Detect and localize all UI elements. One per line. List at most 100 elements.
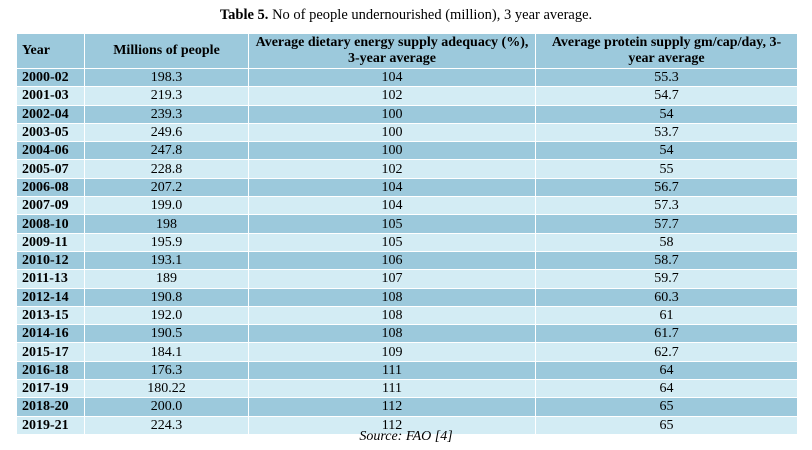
protein-supply-cell: 54.7 — [535, 86, 798, 106]
year-cell: 2018-20 — [16, 397, 85, 417]
millions-cell: 249.6 — [84, 122, 249, 143]
year-cell: 2012-14 — [16, 287, 85, 307]
protein-supply-cell: 64 — [535, 360, 798, 381]
year-cell: 2007-09 — [16, 196, 85, 216]
table-row: 2013-15 192.0 108 61 — [16, 305, 798, 326]
protein-supply-cell: 58 — [535, 232, 798, 252]
protein-supply-cell: 60.3 — [535, 287, 798, 307]
energy-adequacy-cell: 104 — [248, 67, 536, 88]
year-cell: 2001-03 — [16, 86, 85, 106]
column-header-protein-supply: Average protein supply gm/cap/day, 3-yea… — [535, 33, 798, 69]
table-row: 2008-10 198 105 57.7 — [16, 214, 798, 234]
millions-cell: 207.2 — [84, 177, 249, 198]
table-row: 2003-05 249.6 100 53.7 — [16, 122, 798, 143]
table-body: 2000-02 198.3 104 55.3 2001-03 219.3 102 54.7 20… — [16, 67, 798, 435]
energy-adequacy-cell: 102 — [248, 86, 536, 106]
millions-cell: 184.1 — [84, 342, 249, 362]
energy-adequacy-cell: 100 — [248, 141, 536, 161]
millions-cell: 193.1 — [84, 250, 249, 271]
protein-supply-cell: 53.7 — [535, 122, 798, 143]
column-header-year: Year — [16, 33, 85, 69]
table-row: 2017-19 180.22 111 64 — [16, 379, 798, 399]
table-row: 2009-11 195.9 105 58 — [16, 232, 798, 252]
millions-cell: 190.5 — [84, 324, 249, 344]
table-source: Source: FAO [4] — [359, 429, 453, 444]
table-row: 2000-02 198.3 104 55.3 — [16, 67, 798, 88]
millions-cell: 176.3 — [84, 360, 249, 381]
protein-supply-cell: 55 — [535, 159, 798, 179]
protein-supply-cell: 58.7 — [535, 250, 798, 271]
year-cell: 2002-04 — [16, 104, 85, 124]
year-cell: 2015-17 — [16, 342, 85, 362]
energy-adequacy-cell: 112 — [248, 415, 536, 435]
millions-cell: 219.3 — [84, 86, 249, 106]
table-row: 2007-09 199.0 104 57.3 — [16, 196, 798, 216]
energy-adequacy-cell: 108 — [248, 305, 536, 326]
year-cell: 2006-08 — [16, 177, 85, 198]
millions-cell: 198.3 — [84, 67, 249, 88]
table-row: 2004-06 247.8 100 54 — [16, 141, 798, 161]
year-cell: 2017-19 — [16, 379, 85, 399]
table-row: 2006-08 207.2 104 56.7 — [16, 177, 798, 198]
column-header-millions: Millions of people — [84, 33, 249, 69]
energy-adequacy-cell: 106 — [248, 250, 536, 271]
protein-supply-cell: 61 — [535, 305, 798, 326]
energy-adequacy-cell: 112 — [248, 397, 536, 417]
protein-supply-cell: 57.7 — [535, 214, 798, 234]
millions-cell: 190.8 — [84, 287, 249, 307]
protein-supply-cell: 64 — [535, 379, 798, 399]
year-cell: 2008-10 — [16, 214, 85, 234]
protein-supply-cell: 56.7 — [535, 177, 798, 198]
column-header-energy-adequacy: Average dietary energy supply adequacy (… — [248, 33, 536, 69]
energy-adequacy-cell: 111 — [248, 360, 536, 381]
millions-cell: 228.8 — [84, 159, 249, 179]
year-cell: 2009-11 — [16, 232, 85, 252]
year-cell: 2011-13 — [16, 269, 85, 289]
year-cell: 2003-05 — [16, 122, 85, 143]
table-row: 2012-14 190.8 108 60.3 — [16, 287, 798, 307]
table-row: 2014-16 190.5 108 61.7 — [16, 324, 798, 344]
protein-supply-cell: 61.7 — [535, 324, 798, 344]
millions-cell: 200.0 — [84, 397, 249, 417]
table-caption-text: No of people undernourished (million), 3… — [268, 7, 593, 23]
energy-adequacy-cell: 104 — [248, 177, 536, 198]
energy-adequacy-cell: 102 — [248, 159, 536, 179]
millions-cell: 192.0 — [84, 305, 249, 326]
millions-cell: 224.3 — [84, 415, 249, 435]
millions-cell: 180.22 — [84, 379, 249, 399]
protein-supply-cell: 54 — [535, 104, 798, 124]
table-row: 2005-07 228.8 102 55 — [16, 159, 798, 179]
energy-adequacy-cell: 111 — [248, 379, 536, 399]
protein-supply-cell: 65 — [535, 397, 798, 417]
table-header-row: Year Millions of people Average dietary … — [16, 33, 798, 69]
protein-supply-cell: 57.3 — [535, 196, 798, 216]
year-cell: 2010-12 — [16, 250, 85, 271]
energy-adequacy-cell: 104 — [248, 196, 536, 216]
year-cell: 2004-06 — [16, 141, 85, 161]
table-caption: Table 5. No of people undernourished (mi… — [0, 6, 812, 24]
year-cell: 2016-18 — [16, 360, 85, 381]
protein-supply-cell: 54 — [535, 141, 798, 161]
energy-adequacy-cell: 105 — [248, 232, 536, 252]
year-cell: 2014-16 — [16, 324, 85, 344]
millions-cell: 199.0 — [84, 196, 249, 216]
data-table: Year Millions of people Average dietary … — [16, 33, 798, 435]
year-cell: 2005-07 — [16, 159, 85, 179]
millions-cell: 195.9 — [84, 232, 249, 252]
protein-supply-cell: 65 — [535, 415, 798, 435]
year-cell: 2019-21 — [16, 415, 85, 435]
table-caption-label: Table 5. — [219, 7, 269, 23]
year-cell: 2013-15 — [16, 305, 85, 326]
table-row: 2010-12 193.1 106 58.7 — [16, 250, 798, 271]
table-row: 2002-04 239.3 100 54 — [16, 104, 798, 124]
protein-supply-cell: 55.3 — [535, 67, 798, 88]
millions-cell: 239.3 — [84, 104, 249, 124]
energy-adequacy-cell: 107 — [248, 269, 536, 289]
energy-adequacy-cell: 108 — [248, 324, 536, 344]
energy-adequacy-cell: 100 — [248, 104, 536, 124]
table-row: 2016-18 176.3 111 64 — [16, 360, 798, 381]
table-row: 2015-17 184.1 109 62.7 — [16, 342, 798, 362]
table-row: 2019-21 224.3 112 65 — [16, 415, 798, 435]
protein-supply-cell: 59.7 — [535, 269, 798, 289]
protein-supply-cell: 62.7 — [535, 342, 798, 362]
